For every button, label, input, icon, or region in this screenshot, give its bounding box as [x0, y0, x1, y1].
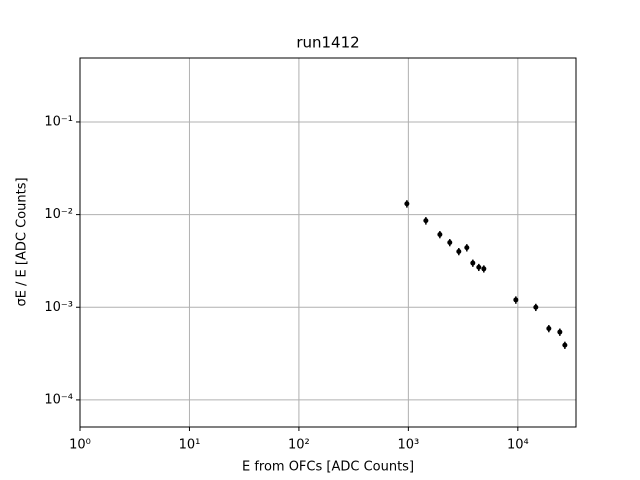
x-tick-label: 10²	[288, 438, 310, 453]
data-point	[533, 304, 539, 310]
x-tick-label: 10³	[397, 438, 419, 453]
data-point	[464, 245, 470, 251]
data-point	[557, 329, 563, 335]
data-point	[423, 218, 429, 224]
data-point	[513, 297, 519, 303]
data-point	[456, 248, 462, 254]
data-point	[437, 231, 443, 237]
data-point	[546, 325, 552, 331]
x-tick-label: 10¹	[179, 438, 201, 453]
x-tick-label: 10⁰	[69, 438, 91, 453]
data-point	[481, 266, 487, 272]
y-tick-label: 10⁻²	[44, 207, 73, 222]
data-point	[470, 260, 476, 266]
y-axis-label: σE / E [ADC Counts]	[15, 177, 30, 306]
x-axis-label: E from OFCs [ADC Counts]	[242, 460, 414, 475]
data-point	[562, 342, 568, 348]
chart-title: run1412	[296, 34, 359, 52]
data-point	[476, 264, 482, 270]
data-point	[404, 201, 410, 207]
y-tick-label: 10⁻³	[44, 300, 73, 315]
y-tick-label: 10⁻⁴	[44, 392, 73, 407]
data-point	[447, 239, 453, 245]
y-tick-label: 10⁻¹	[44, 114, 73, 129]
plot-frame	[79, 57, 577, 428]
x-tick-label: 10⁴	[507, 438, 529, 453]
